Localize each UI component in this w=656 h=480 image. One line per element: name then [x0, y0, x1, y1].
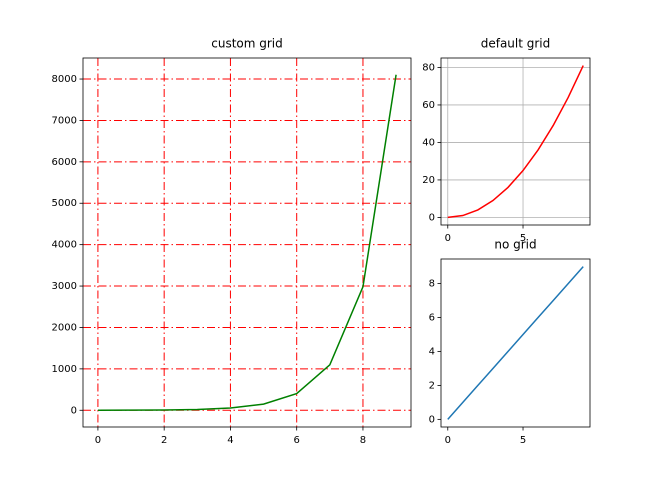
x-tick-label: 4: [227, 435, 233, 446]
subplot-title: default grid: [481, 37, 551, 51]
axes-frame: [440, 258, 591, 428]
y-tick-label: 20: [422, 175, 435, 186]
y-tick-label: 0: [71, 405, 77, 416]
subplot: 0 2 4 6 8 0 1000 2000 3000 4000 5000 6000 7000 8000 cu…: [52, 37, 412, 446]
x-tick-label: 2: [161, 435, 167, 446]
y-tick-label: 8: [429, 279, 435, 290]
y-tick-label: 4000: [52, 240, 77, 251]
subplot: 0 5 0 20 40 60 80 default grid: [422, 37, 591, 244]
axes-frame: [440, 57, 591, 226]
data-line: [447, 65, 584, 219]
y-tick-label: 7000: [52, 115, 77, 126]
y-tick-label: 1000: [52, 364, 77, 375]
data-line: [97, 74, 397, 411]
x-tick-label: 0: [445, 435, 451, 446]
x-tick-label: 0: [95, 435, 101, 446]
subplot-title: custom grid: [211, 37, 283, 51]
x-tick-label: 5: [520, 233, 526, 244]
y-tick-label: 6000: [52, 157, 77, 168]
y-tick-label: 5000: [52, 198, 77, 209]
y-tick-label: 2000: [52, 322, 77, 333]
y-tick-label: 0: [429, 212, 435, 223]
x-tick-label: 0: [445, 233, 451, 244]
y-tick-label: 40: [422, 137, 435, 148]
x-tick-label: 5: [520, 435, 526, 446]
y-tick-label: 60: [422, 100, 435, 111]
subplot: 0 5 0 2 4 6 8 no grid: [429, 238, 591, 446]
y-tick-label: 8000: [52, 74, 77, 85]
data-line: [447, 266, 584, 420]
axes-frame: [82, 57, 412, 428]
y-tick-label: 80: [422, 62, 435, 73]
y-tick-label: 0: [429, 414, 435, 425]
subplot-title: no grid: [494, 238, 536, 252]
y-tick-label: 4: [429, 346, 435, 357]
y-tick-label: 2: [429, 380, 435, 391]
y-tick-label: 3000: [52, 281, 77, 292]
x-tick-label: 6: [294, 435, 300, 446]
y-tick-label: 6: [429, 313, 435, 324]
x-tick-label: 8: [360, 435, 366, 446]
